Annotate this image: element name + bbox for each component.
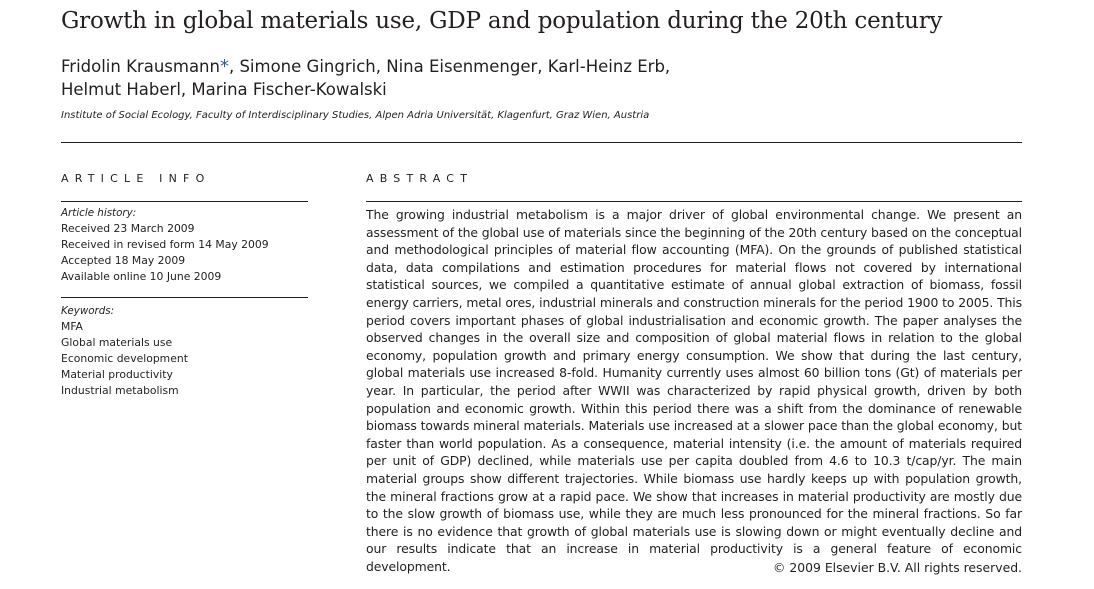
history-received: Received 23 March 2009	[61, 222, 195, 235]
abstract-text: The growing industrial metabolism is a m…	[366, 207, 1022, 574]
keyword-item: Economic development	[61, 352, 188, 365]
article-history-label: Article history:	[61, 207, 137, 219]
copyright-notice: © 2009 Elsevier B.V. All rights reserved…	[773, 560, 1022, 575]
authors-rest-line1[interactable]: , Simone Gingrich, Nina Eisenmenger, Kar…	[228, 57, 671, 76]
keywords: Keywords: MFA Global materials use Econo…	[61, 303, 311, 399]
history-revised: Received in revised form 14 May 2009	[61, 238, 269, 251]
article-title: Growth in global materials use, GDP and …	[61, 8, 943, 34]
affiliation: Institute of Social Ecology, Faculty of …	[61, 110, 650, 121]
author-first[interactable]: Fridolin Krausmann	[61, 57, 220, 76]
abstract-divider	[366, 201, 1022, 202]
article-history: Article history: Received 23 March 2009 …	[61, 205, 311, 285]
keyword-item: Material productivity	[61, 368, 173, 381]
keywords-divider	[61, 297, 308, 298]
history-online: Available online 10 June 2009	[61, 270, 222, 283]
keywords-label: Keywords:	[61, 305, 115, 317]
header-divider	[61, 142, 1022, 143]
keyword-item: Industrial metabolism	[61, 384, 179, 397]
keyword-item: MFA	[61, 320, 83, 333]
corresponding-author-mark[interactable]: *	[219, 56, 229, 77]
keyword-item: Global materials use	[61, 336, 173, 349]
author-list: Fridolin Krausmann*, Simone Gingrich, Ni…	[61, 55, 821, 101]
abstract-heading: ABSTRACT	[366, 172, 474, 185]
article-info-heading: ARTICLE INFO	[61, 172, 211, 185]
authors-line2[interactable]: Helmut Haberl, Marina Fischer-Kowalski	[61, 80, 387, 99]
history-accepted: Accepted 18 May 2009	[61, 254, 186, 267]
article-info-divider	[61, 201, 308, 202]
